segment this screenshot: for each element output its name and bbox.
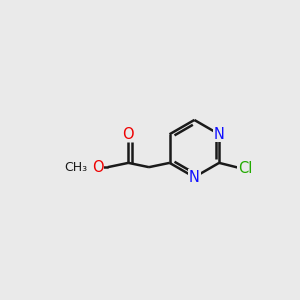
Text: O: O [92, 160, 103, 175]
Text: CH₃: CH₃ [64, 161, 88, 174]
Text: N: N [214, 127, 225, 142]
Text: O: O [122, 127, 134, 142]
Text: Cl: Cl [238, 160, 252, 175]
Text: N: N [189, 170, 200, 185]
